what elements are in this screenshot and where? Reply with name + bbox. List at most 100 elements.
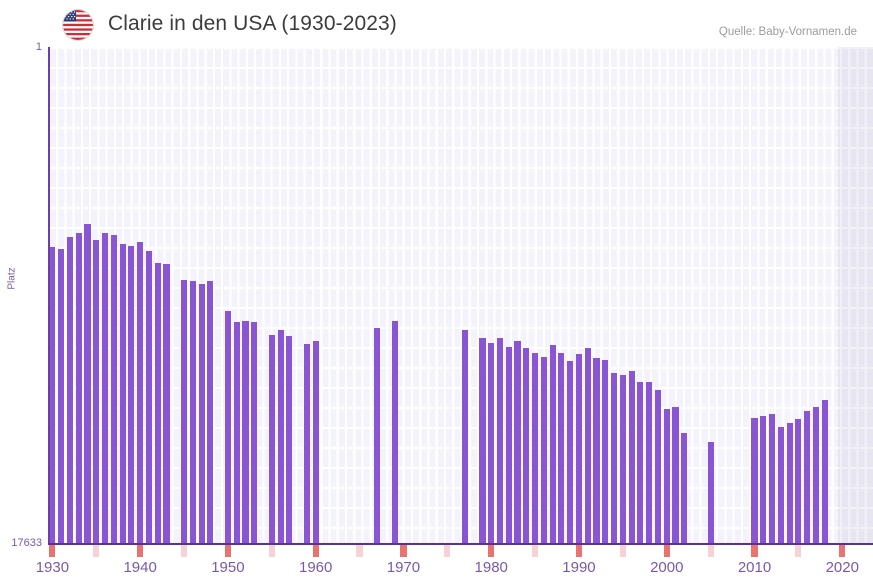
bar-2015 (795, 419, 802, 545)
bar-1937 (110, 235, 117, 545)
bar-1936 (101, 233, 109, 545)
x-tick-marker-1940 (137, 545, 144, 557)
bar-1953 (251, 322, 258, 545)
x-axis-label-1980: 1980 (474, 559, 508, 576)
bar-1982 (505, 346, 512, 545)
bar-1959 (303, 343, 310, 545)
bar-2002 (681, 433, 688, 545)
bar-2005 (707, 442, 714, 545)
bar-1946 (189, 281, 196, 545)
x-tick-marker-2010 (751, 545, 758, 557)
bar-1940 (137, 241, 144, 545)
x-tick-marker-1970 (400, 545, 407, 557)
bar-1998 (646, 381, 653, 545)
bar-1960 (312, 340, 319, 545)
grid-horizontal (48, 47, 873, 545)
bar-1997 (637, 382, 644, 545)
bar-1983 (514, 340, 521, 545)
bar-2016 (804, 411, 811, 545)
x-tick-marker-1950 (224, 545, 231, 557)
y-axis-tick-top: 1 (35, 41, 42, 53)
bar-1981 (496, 337, 504, 545)
x-tick-marker-2000 (663, 545, 670, 557)
x-tick-marker-1960 (312, 545, 319, 557)
x-tick-marker-1990 (575, 545, 583, 557)
x-axis-label-1950: 1950 (211, 559, 245, 576)
page-title: Clarie in den USA (1930-2023) (108, 12, 397, 35)
bar-2017 (812, 406, 820, 545)
bar-1992 (593, 358, 600, 545)
bar-1967 (374, 328, 381, 545)
bar-1984 (523, 348, 530, 545)
bar-1934 (84, 224, 91, 545)
bar-1930 (49, 246, 56, 545)
bar-1943 (163, 264, 170, 545)
bar-2014 (786, 422, 793, 545)
bar-2011 (760, 415, 767, 545)
bar-1969 (391, 320, 398, 545)
x-tick-marker-1935 (93, 545, 100, 557)
y-axis-tick-bottom: 17633 (11, 537, 42, 549)
bar-2001 (672, 406, 679, 545)
us-flag-icon (63, 10, 93, 40)
bar-1985 (532, 353, 539, 545)
bar-1947 (198, 284, 205, 545)
y-axis-line (48, 47, 50, 545)
bar-2000 (663, 408, 670, 545)
bar-1986 (540, 356, 547, 545)
bar-2012 (768, 413, 776, 545)
grid-vertical (48, 47, 873, 545)
x-tick-marker-2005 (707, 545, 714, 557)
bar-1945 (180, 280, 188, 545)
x-tick-marker-2015 (795, 545, 802, 557)
x-axis-label-1990: 1990 (562, 559, 596, 576)
bar-1951 (233, 321, 240, 545)
bar-1948 (207, 281, 214, 545)
bar-1956 (277, 330, 284, 545)
bar-1980 (488, 342, 495, 545)
no-data-shaded-region (837, 47, 873, 545)
x-tick-marker-1965 (356, 545, 363, 557)
x-axis-label-2020: 2020 (825, 559, 859, 576)
chart-header: Clarie in den USA (1930-2023) Quelle: Ba… (0, 0, 873, 47)
bar-1955 (268, 335, 275, 545)
bar-1938 (119, 243, 126, 545)
bar-2018 (821, 400, 828, 545)
bar-1989 (567, 360, 574, 545)
x-tick-marker-1975 (444, 545, 451, 557)
bar-1993 (602, 360, 609, 545)
bar-1942 (154, 262, 161, 545)
bar-1990 (575, 354, 583, 545)
bar-1991 (584, 348, 591, 545)
x-tick-marker-1985 (532, 545, 539, 557)
x-axis-label-1930: 1930 (35, 559, 70, 576)
x-tick-marker-1980 (488, 545, 495, 557)
bar-1932 (66, 237, 73, 545)
x-tick-marker-1945 (180, 545, 188, 557)
bar-1988 (558, 353, 565, 545)
x-tick-marker-1995 (619, 545, 626, 557)
bar-1999 (654, 389, 662, 545)
bar-1957 (286, 335, 293, 545)
bar-1931 (58, 248, 65, 545)
x-tick-marker-2020 (839, 545, 846, 557)
bar-1994 (611, 373, 618, 545)
bar-1977 (461, 330, 468, 545)
y-axis-title: Platz (6, 267, 18, 290)
plot-area (48, 47, 873, 545)
x-axis-line (48, 543, 873, 545)
source-note: Quelle: Baby-Vornamen.de (718, 26, 857, 38)
bar-1987 (549, 344, 556, 545)
x-tick-marker-1955 (268, 545, 275, 557)
bar-1939 (128, 245, 135, 545)
bar-1995 (619, 374, 626, 545)
bar-1952 (242, 320, 249, 545)
bar-1935 (93, 239, 100, 545)
x-axis-label-1940: 1940 (123, 559, 157, 576)
bar-1933 (75, 232, 82, 545)
bar-2013 (777, 427, 784, 545)
x-tick-marker-1930 (49, 545, 56, 557)
bar-1941 (145, 250, 152, 545)
x-axis-label-1960: 1960 (298, 559, 333, 576)
